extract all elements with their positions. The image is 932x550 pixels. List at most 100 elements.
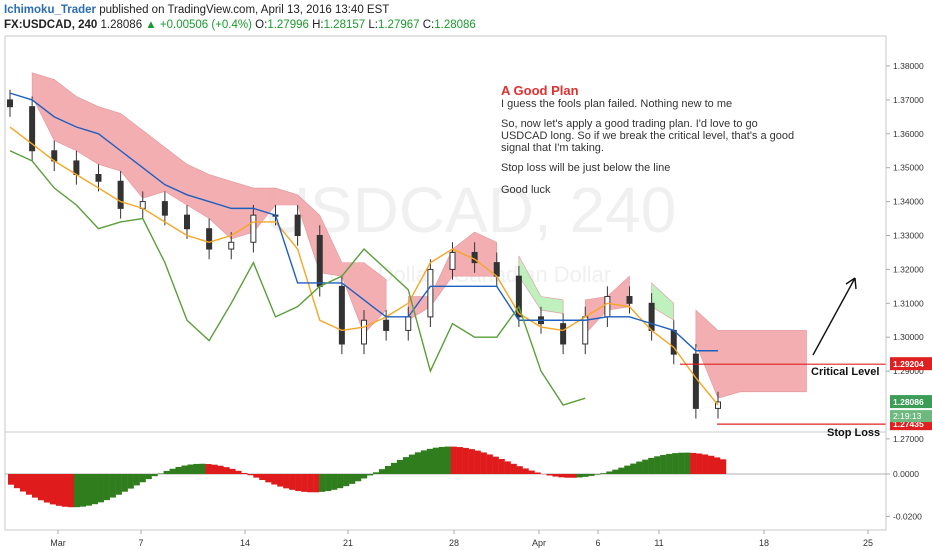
histogram-bar: [462, 447, 469, 474]
histogram-bar: [582, 474, 589, 477]
histogram-bar: [229, 468, 236, 474]
histogram-bar: [642, 459, 649, 474]
candle-body: [715, 401, 721, 409]
note-line: Stop loss will be just below the line: [501, 162, 671, 174]
histogram-bar: [684, 452, 691, 474]
histogram-bar: [199, 463, 206, 474]
histogram-bar: [618, 467, 625, 474]
candle-body: [604, 296, 611, 318]
histogram-bar: [594, 474, 601, 475]
date-tick-label: 7: [138, 538, 143, 548]
histogram-bar: [486, 454, 493, 474]
histogram-bar: [175, 466, 182, 474]
histogram-bar: [349, 474, 356, 484]
date-tick-label: 11: [654, 538, 663, 548]
note-title: A Good Plan: [501, 83, 579, 98]
price-tick-label: 1.32000: [893, 264, 924, 274]
note-line: Good luck: [501, 184, 551, 196]
watermark-symbol: USDCAD, 240: [264, 174, 677, 246]
histogram-bar: [295, 474, 302, 492]
histogram-bar: [366, 474, 374, 476]
candle-body: [338, 285, 345, 345]
histogram-bar: [25, 474, 33, 495]
histogram-bar: [636, 461, 643, 474]
date-tick-label: Apr: [532, 538, 546, 548]
histogram-bar: [73, 474, 81, 508]
histogram-bar: [97, 474, 104, 503]
price-tick-label: 1.35000: [893, 163, 924, 173]
histogram-bar: [8, 474, 15, 485]
histogram-bar: [289, 474, 296, 490]
histogram-bar: [678, 452, 685, 474]
histogram-bar: [37, 474, 45, 501]
histogram-bar: [402, 457, 410, 474]
arrow-line: [812, 277, 856, 356]
histogram-bar: [31, 474, 39, 498]
histogram-bar: [235, 470, 242, 474]
histogram-bar: [103, 474, 110, 501]
histogram-bar: [378, 469, 386, 474]
histogram-bar: [211, 464, 218, 474]
date-tick-label: 25: [863, 538, 873, 548]
countdown-label: 2:19:13: [893, 411, 922, 421]
histogram-bar: [91, 474, 98, 505]
histogram-bar: [474, 450, 481, 474]
histogram-bar: [13, 474, 21, 489]
open-label: O:: [255, 19, 268, 31]
candle-body: [117, 180, 124, 209]
histogram-bar: [139, 474, 146, 483]
arrow-head-icon: [845, 277, 857, 290]
histogram-bar: [606, 471, 613, 474]
histogram-bar: [552, 474, 559, 477]
histogram-bar: [151, 474, 158, 477]
symbol-label[interactable]: FX:USDCAD, 240: [4, 19, 98, 31]
histogram-bar: [85, 474, 92, 506]
histogram-bar: [109, 474, 116, 498]
candle-body: [383, 319, 390, 331]
price-tick-label: 1.27000: [893, 434, 924, 444]
histogram-bar: [432, 447, 440, 474]
price-tick-label: 1.33000: [893, 231, 924, 241]
histogram-bar: [307, 474, 314, 493]
last-price-badge-bg: [890, 395, 932, 409]
histogram-bar: [450, 446, 457, 474]
histogram-bar: [720, 459, 727, 474]
histogram-bar: [127, 474, 134, 489]
histogram-bar: [498, 459, 505, 474]
histogram-bar: [319, 474, 326, 492]
histogram-bar: [145, 474, 152, 480]
stop-loss-badge: 1.27435: [893, 419, 924, 429]
histogram-bar: [426, 448, 434, 474]
published-text: published on TradingView.com, April 13, …: [99, 4, 390, 16]
critical-level-badge-bg: [890, 357, 932, 371]
histogram-bar: [570, 474, 577, 478]
histogram-bar: [576, 474, 583, 478]
histogram-bar: [205, 464, 212, 474]
candle-body: [405, 316, 412, 331]
note-line: So, now let's apply a good trading plan.…: [501, 118, 795, 154]
candle-body: [449, 251, 456, 270]
histogram-bar: [492, 456, 499, 474]
histogram-bar: [241, 472, 248, 474]
histogram-bar: [456, 447, 463, 474]
candle-body: [626, 296, 633, 304]
price-tick-label: 1.36000: [893, 129, 924, 139]
histogram-bar: [313, 474, 320, 493]
histogram-bar: [660, 454, 667, 474]
price-tick-label: 1.37000: [893, 95, 924, 105]
histogram-bar: [19, 474, 27, 492]
author-link[interactable]: Ichimoku_Trader: [4, 4, 97, 16]
histogram-bar: [61, 474, 69, 507]
candle-body: [7, 99, 13, 108]
candle-body: [206, 228, 213, 250]
histogram-bar: [522, 468, 529, 474]
candle-body: [184, 214, 190, 230]
price-tick-label: 1.31000: [893, 298, 924, 308]
date-tick-label: 18: [759, 538, 769, 548]
osc-tick-label: -0.0200: [893, 511, 922, 521]
histogram-bar: [438, 446, 445, 474]
close-value: 1.28086: [434, 19, 476, 31]
histogram-bar: [355, 474, 362, 482]
histogram-bar: [702, 454, 709, 474]
